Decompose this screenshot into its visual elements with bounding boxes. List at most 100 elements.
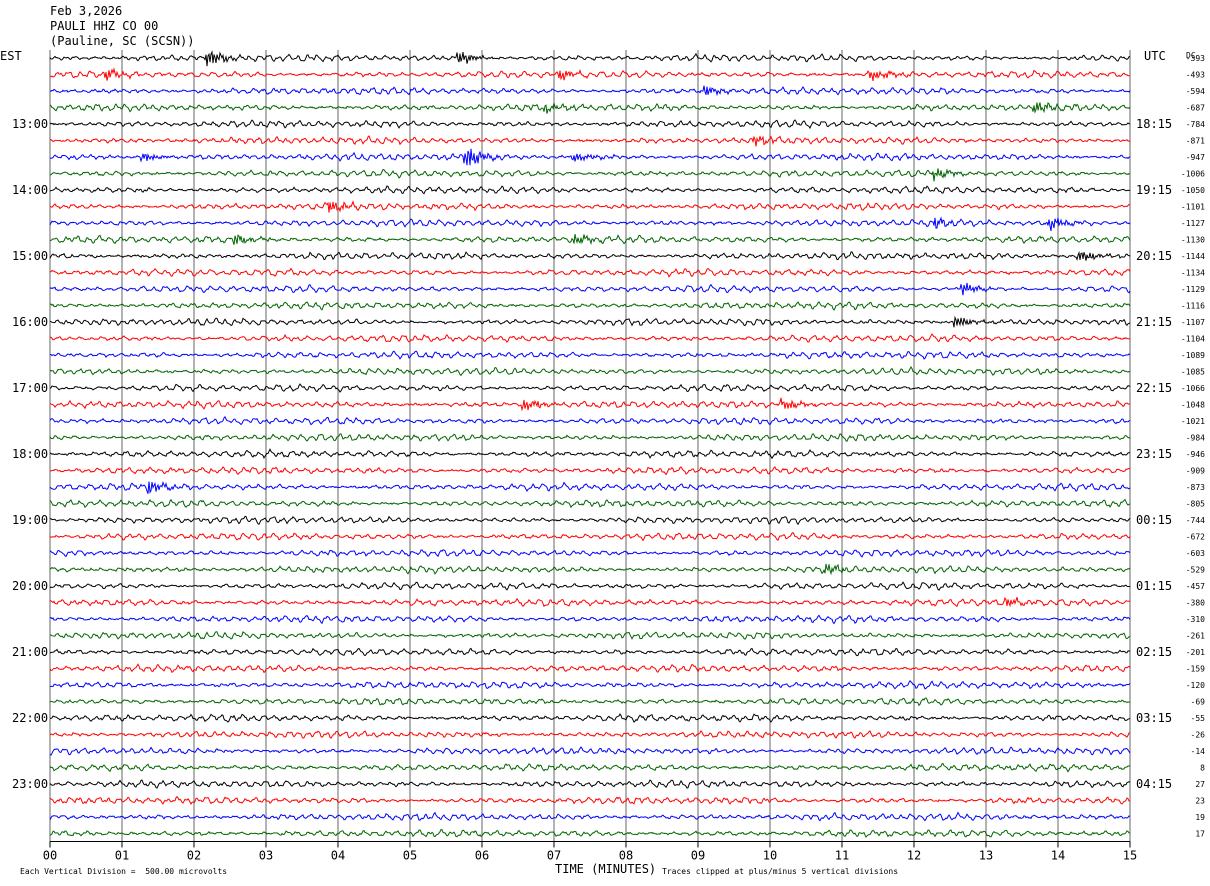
trace-row	[49, 315, 1131, 328]
trace-row	[49, 383, 1131, 393]
dc-offset-value: -1006	[1181, 170, 1205, 179]
dc-offset-value: -201	[1186, 648, 1205, 657]
x-tick-label: 10	[763, 849, 777, 863]
dc-offset-value: -873	[1186, 483, 1205, 492]
trace-row	[49, 829, 1131, 838]
dc-offset-value: -947	[1186, 153, 1205, 162]
utc-hour-label: 20:15	[1136, 249, 1172, 263]
trace-row	[49, 350, 1131, 360]
trace-row	[49, 185, 1131, 195]
trace-row	[49, 730, 1131, 739]
trace-row	[49, 119, 1131, 130]
dc-offset-value: -784	[1186, 120, 1205, 129]
est-hour-label: 13:00	[12, 117, 48, 131]
dc-offset-value: -871	[1186, 137, 1205, 146]
x-tick-label: 05	[403, 849, 417, 863]
dc-offset-value: -159	[1186, 665, 1205, 674]
trace-row	[49, 432, 1131, 442]
trace-row	[49, 234, 1131, 246]
dc-offset-value: -1107	[1181, 318, 1205, 327]
trace-row	[49, 811, 1131, 822]
x-axis-title: TIME (MINUTES)	[555, 862, 657, 876]
x-tick-label: 13	[979, 849, 993, 863]
x-tick-label: 01	[115, 849, 129, 863]
utc-hour-label: 03:15	[1136, 711, 1172, 725]
x-tick-label: 15	[1123, 849, 1137, 863]
trace-row	[49, 267, 1131, 278]
trace-row	[49, 415, 1131, 426]
trace-row	[49, 301, 1131, 311]
trace-row	[49, 397, 1131, 412]
x-tick-label: 09	[691, 849, 705, 863]
x-tick-labels: 00 01 02 03 04 05 06 07 08 09 10 11 12 13 14 15	[43, 849, 1137, 863]
dc-offset-value: -1050	[1181, 186, 1205, 195]
utc-hour-label: 19:15	[1136, 183, 1172, 197]
trace-row	[49, 85, 1131, 97]
dc-offset-value: -26	[1191, 731, 1206, 740]
trace-row	[49, 135, 1131, 147]
dc-offset-value: -1048	[1181, 401, 1205, 410]
trace-row	[49, 216, 1131, 232]
est-hour-label: 21:00	[12, 645, 48, 659]
dc-offset-value: -1066	[1181, 384, 1205, 393]
trace-row	[49, 466, 1131, 476]
dc-offset-value: -120	[1186, 681, 1205, 690]
est-hour-label: 15:00	[12, 249, 48, 263]
trace-row	[49, 515, 1131, 526]
utc-hour-label: 02:15	[1136, 645, 1172, 659]
x-tick-label: 06	[475, 849, 489, 863]
x-tick-label: 04	[331, 849, 345, 863]
est-hour-label: 17:00	[12, 381, 48, 395]
left-zone-label: EST	[0, 49, 22, 63]
x-tick-label: 14	[1051, 849, 1065, 863]
dc-header-label: DC	[1186, 51, 1196, 60]
dc-offset-value: -14	[1191, 747, 1206, 756]
dc-offset-value: -457	[1186, 582, 1205, 591]
trace-row	[49, 448, 1131, 460]
trace-row	[49, 746, 1131, 756]
utc-hour-label: 01:15	[1136, 579, 1172, 593]
trace-row	[49, 549, 1131, 558]
utc-hour-label: 23:15	[1136, 447, 1172, 461]
dc-offset-value: -909	[1186, 467, 1205, 476]
trace-row	[49, 647, 1131, 657]
x-tick-label: 12	[907, 849, 921, 863]
dc-offset-value: -744	[1186, 516, 1205, 525]
dc-offset-value: -1129	[1181, 285, 1205, 294]
trace-row	[49, 779, 1131, 789]
x-tick-label: 08	[619, 849, 633, 863]
trace-row	[49, 795, 1131, 805]
dc-offset-value: -687	[1186, 104, 1205, 113]
est-hour-label: 22:00	[12, 711, 48, 725]
trace-row	[49, 250, 1131, 262]
utc-hour-label: 21:15	[1136, 315, 1172, 329]
dc-offset-value: -393	[1186, 54, 1205, 63]
header-date: Feb 3,2026	[50, 4, 123, 18]
dc-offset-value: -1127	[1181, 219, 1205, 228]
trace-row	[49, 663, 1131, 674]
dc-offset-value: 19	[1195, 813, 1205, 822]
x-tick-label: 02	[187, 849, 201, 863]
trace-row	[49, 563, 1131, 576]
trace-row	[49, 614, 1131, 625]
trace-row	[49, 680, 1131, 690]
header-station: PAULI HHZ CO 00	[50, 19, 159, 33]
dc-offset-value: -1130	[1181, 236, 1205, 245]
dc-offset-value: 23	[1195, 797, 1205, 806]
dc-offset-value: -603	[1186, 549, 1205, 558]
trace-row	[49, 50, 1131, 67]
dc-offset-value: -984	[1186, 434, 1205, 443]
trace-row	[49, 481, 1131, 494]
trace-row	[49, 282, 1131, 296]
est-hour-label: 23:00	[12, 777, 48, 791]
dc-offset-value: -1021	[1181, 417, 1205, 426]
seismogram-traces	[49, 50, 1131, 838]
trace-row	[49, 697, 1131, 707]
dc-offset-value: -69	[1191, 698, 1206, 707]
dc-offset-value: 27	[1195, 780, 1205, 789]
dc-offset-value: -493	[1186, 71, 1205, 80]
trace-row	[49, 333, 1131, 343]
utc-hour-label: 00:15	[1136, 513, 1172, 527]
dc-offset-value: -310	[1186, 615, 1205, 624]
